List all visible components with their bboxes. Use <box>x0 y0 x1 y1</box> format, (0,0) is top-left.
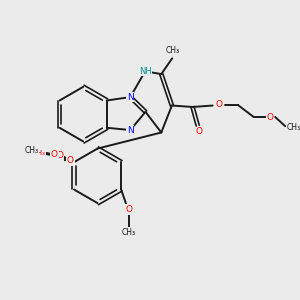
Text: OCH₃: OCH₃ <box>26 150 45 156</box>
Text: O: O <box>125 205 132 214</box>
Text: CH₃: CH₃ <box>166 46 180 55</box>
Text: O: O <box>56 151 63 160</box>
Text: O: O <box>215 100 223 109</box>
Text: O: O <box>266 112 274 122</box>
Text: O: O <box>51 150 58 159</box>
Text: O: O <box>67 156 74 165</box>
Text: NH: NH <box>139 67 152 76</box>
Text: N: N <box>127 126 134 135</box>
Text: CH₃: CH₃ <box>286 123 300 132</box>
Text: CH₃: CH₃ <box>122 228 136 237</box>
Text: O: O <box>196 128 203 136</box>
Text: N: N <box>127 93 134 102</box>
Text: CH₃: CH₃ <box>24 146 38 154</box>
